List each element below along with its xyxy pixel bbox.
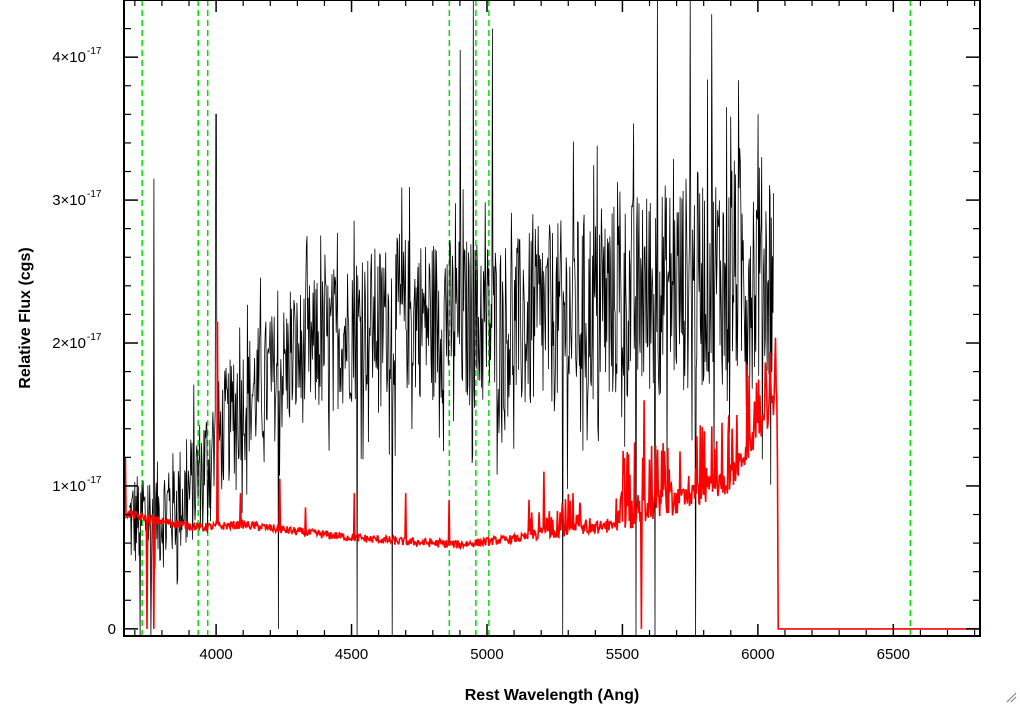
y-tick-label: 3×10 xyxy=(52,192,86,209)
x-tick-label: 4000 xyxy=(199,646,232,663)
y-tick-label: 1×10 xyxy=(52,478,86,495)
series-layer xyxy=(123,0,980,636)
y-tick-exponent: -17 xyxy=(87,475,102,486)
flux-series-line xyxy=(129,0,774,636)
resize-grip-icon[interactable] xyxy=(1005,691,1017,703)
axis-ticks xyxy=(124,0,980,636)
y-tick-exponent: -17 xyxy=(87,332,102,343)
y-tick-label: 0 xyxy=(108,621,116,638)
y-axis-title: Relative Flux (cgs) xyxy=(17,247,34,388)
plot-frame xyxy=(123,0,981,637)
y-tick-exponent: -17 xyxy=(87,189,102,200)
x-tick-label: 6000 xyxy=(741,646,774,663)
y-tick-label: 4×10 xyxy=(52,49,86,66)
x-tick-label: 6500 xyxy=(877,646,910,663)
vertical-marker-lines xyxy=(141,0,912,636)
error-series-line xyxy=(123,321,980,630)
y-tick-label: 2×10 xyxy=(52,335,86,352)
x-axis-title: Rest Wavelength (Ang) xyxy=(465,687,640,704)
x-tick-label: 4500 xyxy=(335,646,368,663)
x-tick-label: 5000 xyxy=(470,646,503,663)
y-tick-exponent: -17 xyxy=(87,46,102,57)
x-tick-label: 5500 xyxy=(606,646,639,663)
